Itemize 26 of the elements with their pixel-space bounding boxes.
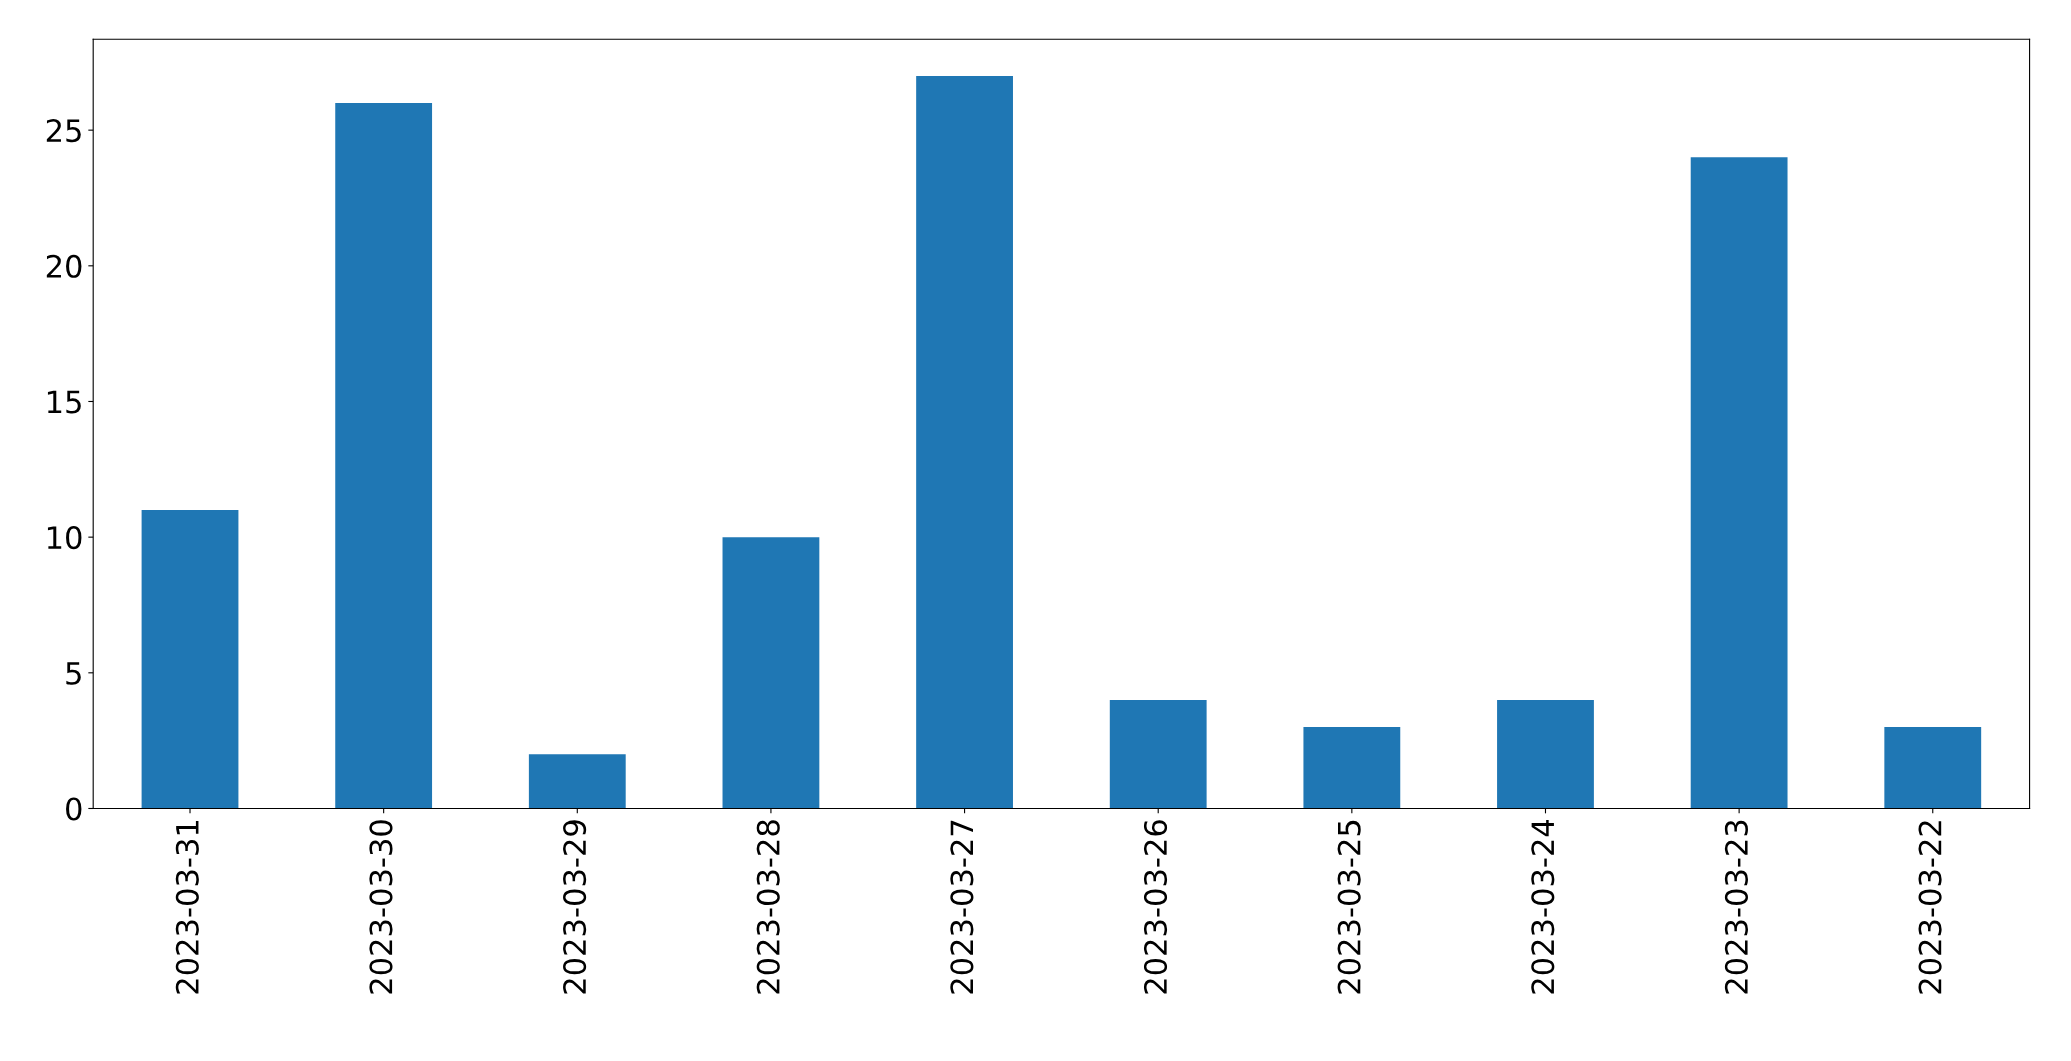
bar: [528, 754, 626, 809]
x-tick-label: 2023-03-28: [756, 820, 780, 994]
x-tick-label: 2023-03-26: [1143, 820, 1168, 994]
bar: [1690, 157, 1788, 809]
y-tick-label: 0: [66, 797, 82, 821]
bar: [916, 75, 1013, 809]
y-tick-label: 25: [46, 119, 81, 143]
bar: [1303, 727, 1401, 809]
bar: [1109, 699, 1207, 809]
x-tick-label: 2023-03-23: [1724, 820, 1748, 994]
y-tick-label: 20: [46, 254, 82, 278]
x-tick-label: 2023-03-24: [1531, 819, 1555, 994]
bar: [1497, 699, 1594, 809]
bar: [722, 537, 820, 809]
x-tick-label: 2023-03-25: [1337, 820, 1361, 994]
x-tick-label: 2023-03-30: [369, 820, 393, 994]
x-tick-label: 2023-03-29: [563, 820, 587, 994]
y-tick-label: 5: [66, 662, 81, 685]
y-tick-label: 15: [47, 390, 81, 414]
bar: [141, 510, 239, 809]
y-tick-label: 10: [47, 526, 82, 550]
x-tick-label: 2023-03-31: [175, 821, 199, 994]
x-tick-label: 2023-03-22: [1918, 821, 1942, 994]
x-tick-label: 2023-03-27: [950, 820, 974, 994]
bar: [335, 103, 433, 809]
bar: [1884, 727, 1982, 809]
